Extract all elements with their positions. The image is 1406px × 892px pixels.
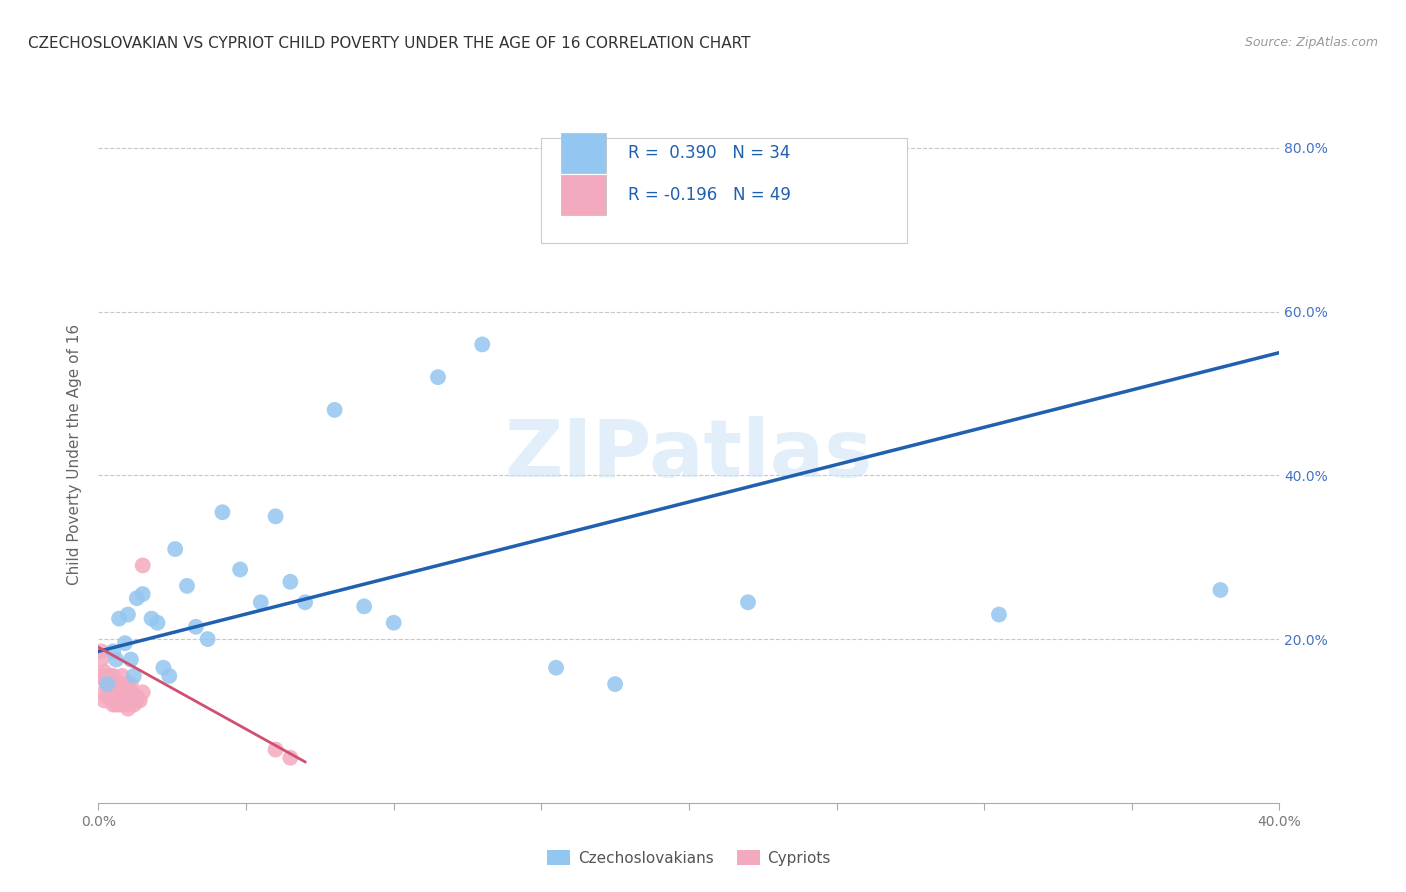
- Point: [132, 587, 155, 601]
- Point: [98, 685, 121, 699]
- Point: [122, 690, 145, 704]
- Point: [103, 644, 125, 658]
- Point: [96, 677, 118, 691]
- FancyBboxPatch shape: [561, 175, 606, 215]
- Point: [117, 690, 139, 704]
- FancyBboxPatch shape: [561, 133, 606, 173]
- Point: [427, 370, 450, 384]
- Point: [353, 599, 375, 614]
- Point: [114, 681, 136, 696]
- Point: [117, 677, 139, 691]
- Point: [103, 698, 125, 712]
- Point: [128, 693, 150, 707]
- Point: [96, 677, 118, 691]
- Point: [120, 652, 142, 666]
- Point: [323, 403, 346, 417]
- Point: [90, 644, 112, 658]
- Text: ZIPatlas: ZIPatlas: [505, 416, 873, 494]
- Point: [108, 698, 131, 712]
- Point: [98, 681, 121, 696]
- Point: [114, 636, 136, 650]
- Point: [105, 677, 128, 691]
- Point: [105, 652, 128, 666]
- Point: [98, 681, 121, 696]
- Point: [108, 677, 131, 691]
- Point: [108, 685, 131, 699]
- Point: [280, 751, 302, 765]
- Point: [157, 669, 180, 683]
- Point: [120, 685, 142, 699]
- Point: [103, 690, 125, 704]
- Point: [264, 509, 287, 524]
- Point: [103, 669, 125, 683]
- Point: [90, 669, 112, 683]
- Point: [546, 661, 568, 675]
- Point: [103, 681, 125, 696]
- Point: [96, 690, 118, 704]
- Point: [197, 632, 219, 646]
- Point: [114, 693, 136, 707]
- Point: [108, 690, 131, 704]
- Point: [988, 607, 1011, 622]
- Point: [141, 612, 163, 626]
- Point: [93, 665, 115, 679]
- Point: [96, 677, 118, 691]
- Point: [122, 669, 145, 683]
- Point: [120, 677, 142, 691]
- Point: [96, 669, 118, 683]
- Point: [176, 579, 198, 593]
- Point: [471, 337, 494, 351]
- Point: [165, 542, 187, 557]
- Point: [1209, 582, 1232, 597]
- Point: [264, 742, 287, 756]
- Point: [125, 693, 148, 707]
- Text: Source: ZipAtlas.com: Source: ZipAtlas.com: [1244, 36, 1378, 49]
- Point: [114, 698, 136, 712]
- Point: [105, 698, 128, 712]
- Point: [132, 558, 155, 573]
- Y-axis label: Child Poverty Under the Age of 16: Child Poverty Under the Age of 16: [67, 325, 83, 585]
- Point: [93, 693, 115, 707]
- Point: [117, 701, 139, 715]
- Point: [280, 574, 302, 589]
- Point: [105, 681, 128, 696]
- Point: [294, 595, 316, 609]
- Point: [125, 591, 148, 606]
- Point: [152, 661, 174, 675]
- Point: [146, 615, 169, 630]
- Point: [111, 681, 134, 696]
- Point: [93, 673, 115, 687]
- Point: [250, 595, 273, 609]
- Point: [105, 690, 128, 704]
- Point: [211, 505, 233, 519]
- Point: [93, 685, 115, 699]
- Point: [90, 652, 112, 666]
- Point: [184, 620, 207, 634]
- Text: CZECHOSLOVAKIAN VS CYPRIOT CHILD POVERTY UNDER THE AGE OF 16 CORRELATION CHART: CZECHOSLOVAKIAN VS CYPRIOT CHILD POVERTY…: [28, 36, 751, 51]
- Point: [737, 595, 759, 609]
- Point: [98, 669, 121, 683]
- FancyBboxPatch shape: [541, 138, 907, 243]
- Legend: Czechoslovakians, Cypriots: Czechoslovakians, Cypriots: [541, 844, 837, 871]
- Point: [122, 698, 145, 712]
- Point: [229, 562, 252, 576]
- Text: R = -0.196   N = 49: R = -0.196 N = 49: [627, 186, 790, 203]
- Point: [132, 685, 155, 699]
- Text: R =  0.390   N = 34: R = 0.390 N = 34: [627, 144, 790, 162]
- Point: [111, 669, 134, 683]
- Point: [117, 607, 139, 622]
- Point: [108, 612, 131, 626]
- Point: [125, 690, 148, 704]
- Point: [98, 677, 121, 691]
- Point: [605, 677, 627, 691]
- Point: [111, 677, 134, 691]
- Point: [382, 615, 405, 630]
- Point: [103, 677, 125, 691]
